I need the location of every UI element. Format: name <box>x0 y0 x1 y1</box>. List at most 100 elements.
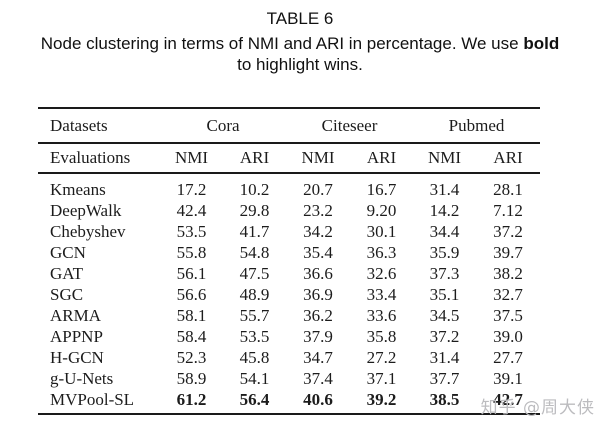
metric-value: 7.12 <box>493 200 523 220</box>
metric-value: 34.7 <box>303 347 333 367</box>
metric-value: 61.2 <box>176 389 207 409</box>
table-row: H-GCN 52.3 45.8 34.7 27.2 31.4 27.7 <box>38 347 540 368</box>
method-name: ARMA <box>50 305 102 325</box>
metric-value: 23.2 <box>303 200 333 220</box>
metric-value: 35.9 <box>429 242 460 262</box>
metric-value: 32.6 <box>366 263 397 283</box>
method-name: Chebyshev <box>50 221 126 241</box>
table-row-winner: MVPool-SL 61.2 56.4 40.6 39.2 38.5 42.7 <box>38 389 540 414</box>
dataset-header-pubmed: Pubmed <box>413 108 541 144</box>
table-row: g-U-Nets 58.9 54.1 37.4 37.1 37.7 39.1 <box>38 368 540 389</box>
metric-value: 31.4 <box>429 179 460 199</box>
method-name: APPNP <box>50 326 103 346</box>
metric-header: NMI <box>160 143 223 174</box>
table-caption-line1: Node clustering in terms of NMI and ARI … <box>0 33 600 54</box>
header-row-datasets: Datasets Cora Citeseer Pubmed <box>38 108 541 144</box>
metric-value: 54.8 <box>239 242 270 262</box>
metric-value: 37.2 <box>429 326 460 346</box>
metric-value: 38.5 <box>429 389 460 409</box>
caption-bold-word: bold <box>523 34 560 53</box>
table-row: GAT 56.1 47.5 36.6 32.6 37.3 38.2 <box>38 263 540 284</box>
metric-value: 36.6 <box>303 263 333 283</box>
dataset-header-citeseer: Citeseer <box>286 108 414 144</box>
table-title: TABLE 6 <box>266 9 334 28</box>
metric-value: 10.2 <box>239 179 270 199</box>
corner-header-datasets: Datasets <box>38 108 160 144</box>
metric-value: 35.4 <box>303 242 333 262</box>
metric-value: 54.1 <box>239 368 270 388</box>
metric-value: 37.9 <box>303 326 333 346</box>
table-caption-block: TABLE 6 Node clustering in terms of NMI … <box>0 8 600 75</box>
metric-value: 31.4 <box>429 347 460 367</box>
metric-value: 42.4 <box>176 200 207 220</box>
metric-value: 39.1 <box>493 368 523 388</box>
method-name: Kmeans <box>50 179 106 199</box>
metric-value: 37.7 <box>429 368 460 388</box>
table-row: Chebyshev 53.5 41.7 34.2 30.1 34.4 37.2 <box>38 221 540 242</box>
metric-value: 30.1 <box>366 221 397 241</box>
method-name: GAT <box>50 263 84 283</box>
metric-value: 34.4 <box>429 221 460 241</box>
metric-value: 33.4 <box>366 284 397 304</box>
metric-value: 36.9 <box>303 284 333 304</box>
metric-value: 27.2 <box>366 347 397 367</box>
table-row: DeepWalk 42.4 29.8 23.2 9.20 14.2 7.12 <box>38 200 540 221</box>
metric-value: 28.1 <box>493 179 523 199</box>
metric-value: 16.7 <box>366 179 397 199</box>
metric-value: 37.5 <box>493 305 523 325</box>
metric-value: 56.6 <box>176 284 207 304</box>
metric-value: 42.7 <box>493 389 523 409</box>
metric-header: ARI <box>476 143 541 174</box>
header-row-metrics: Evaluations NMI ARI NMI ARI NMI ARI <box>38 143 541 174</box>
dataset-header-cora: Cora <box>160 108 287 144</box>
metric-value: 55.8 <box>176 242 207 262</box>
metric-value: 20.7 <box>303 179 333 199</box>
metric-value: 48.9 <box>239 284 270 304</box>
metric-value: 33.6 <box>366 305 397 325</box>
metric-value: 37.2 <box>493 221 523 241</box>
method-name: MVPool-SL <box>50 389 135 409</box>
metric-value: 58.9 <box>176 368 207 388</box>
metric-value: 58.1 <box>176 305 207 325</box>
metric-value: 9.20 <box>366 200 397 220</box>
metric-header: ARI <box>350 143 414 174</box>
metric-value: 38.2 <box>493 263 523 283</box>
metric-value: 45.8 <box>239 347 270 367</box>
method-name: SGC <box>50 284 84 304</box>
metric-value: 53.5 <box>239 326 270 346</box>
metric-value: 53.5 <box>176 221 207 241</box>
table-row: Kmeans 17.2 10.2 20.7 16.7 31.4 28.1 <box>38 173 540 200</box>
table-row: ARMA 58.1 55.7 36.2 33.6 34.5 37.5 <box>38 305 540 326</box>
metric-header: ARI <box>223 143 287 174</box>
metric-value: 36.3 <box>366 242 397 262</box>
method-name: g-U-Nets <box>50 368 114 388</box>
metric-value: 47.5 <box>239 263 270 283</box>
table-row: APPNP 58.4 53.5 37.9 35.8 37.2 39.0 <box>38 326 540 347</box>
metric-value: 29.8 <box>239 200 270 220</box>
metric-value: 58.4 <box>176 326 207 346</box>
metric-value: 36.2 <box>303 305 333 325</box>
results-table: Datasets Cora Citeseer Pubmed Evaluation… <box>38 107 541 415</box>
metric-value: 14.2 <box>429 200 460 220</box>
metric-value: 17.2 <box>176 179 207 199</box>
metric-value: 27.7 <box>493 347 523 367</box>
metric-value: 37.3 <box>429 263 460 283</box>
metric-value: 56.1 <box>176 263 207 283</box>
metric-value: 35.1 <box>429 284 460 304</box>
metric-value: 37.4 <box>303 368 333 388</box>
metric-value: 40.6 <box>303 389 333 409</box>
metric-value: 39.7 <box>493 242 523 262</box>
method-name: GCN <box>50 242 86 262</box>
metric-value: 35.8 <box>366 326 397 346</box>
caption-text: Node clustering in terms of NMI and ARI … <box>40 34 524 53</box>
metric-header: NMI <box>413 143 477 174</box>
metric-value: 39.0 <box>493 326 523 346</box>
metric-value: 55.7 <box>239 305 270 325</box>
metric-value: 52.3 <box>176 347 207 367</box>
method-name: DeepWalk <box>50 200 122 220</box>
metric-value: 34.5 <box>429 305 460 325</box>
metric-value: 39.2 <box>366 389 397 409</box>
method-name: H-GCN <box>50 347 104 367</box>
table-row: GCN 55.8 54.8 35.4 36.3 35.9 39.7 <box>38 242 540 263</box>
corner-header-evaluations: Evaluations <box>38 143 160 174</box>
